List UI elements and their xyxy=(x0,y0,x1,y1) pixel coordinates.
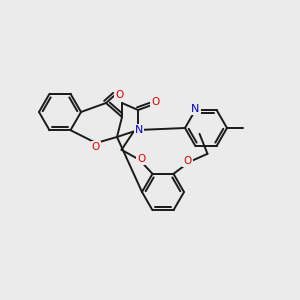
Text: O: O xyxy=(137,154,146,164)
Text: O: O xyxy=(115,90,123,100)
Text: O: O xyxy=(151,97,159,107)
Text: O: O xyxy=(183,156,192,166)
Text: N: N xyxy=(135,125,143,135)
Text: O: O xyxy=(92,142,100,152)
Text: N: N xyxy=(191,104,200,114)
